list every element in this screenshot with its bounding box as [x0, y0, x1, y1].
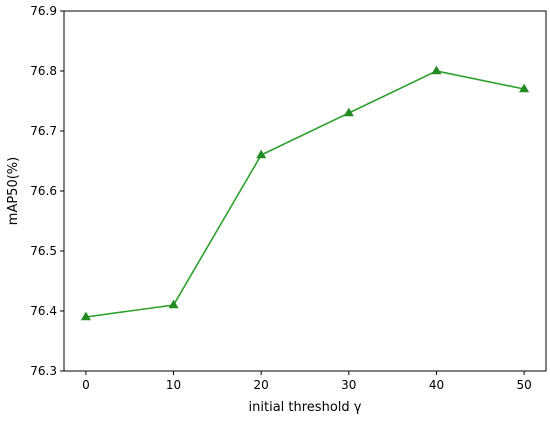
y-axis-label: mAP50(%) — [6, 157, 21, 225]
series-line — [85, 70, 525, 318]
data-point — [519, 83, 530, 93]
x-tick-label: 30 — [341, 378, 356, 392]
y-axis: 76.3 76.4 76.5 76.6 76.7 76.8 76.9 — [30, 4, 64, 378]
y-tick-label: 76.4 — [30, 304, 57, 318]
y-tick-label: 76.7 — [30, 124, 57, 138]
series-layer — [80, 65, 530, 321]
data-point — [431, 65, 442, 75]
y-tick-label: 76.9 — [30, 4, 57, 18]
data-point — [80, 311, 91, 321]
x-axis: 0 10 20 30 40 50 — [82, 371, 532, 392]
y-tick-label: 76.5 — [30, 244, 57, 258]
data-point — [168, 299, 179, 309]
y-tick-label: 76.3 — [30, 364, 57, 378]
x-tick-label: 50 — [516, 378, 531, 392]
x-tick-label: 0 — [82, 378, 90, 392]
data-point — [256, 149, 267, 159]
y-tick-label: 76.6 — [30, 184, 57, 198]
plot-area — [63, 10, 547, 372]
x-tick-label: 20 — [254, 378, 269, 392]
y-tick-label: 76.8 — [30, 64, 57, 78]
x-axis-label: initial threshold γ — [249, 400, 362, 415]
x-tick-label: 10 — [166, 378, 181, 392]
data-point — [343, 107, 354, 117]
x-tick-label: 40 — [429, 378, 444, 392]
